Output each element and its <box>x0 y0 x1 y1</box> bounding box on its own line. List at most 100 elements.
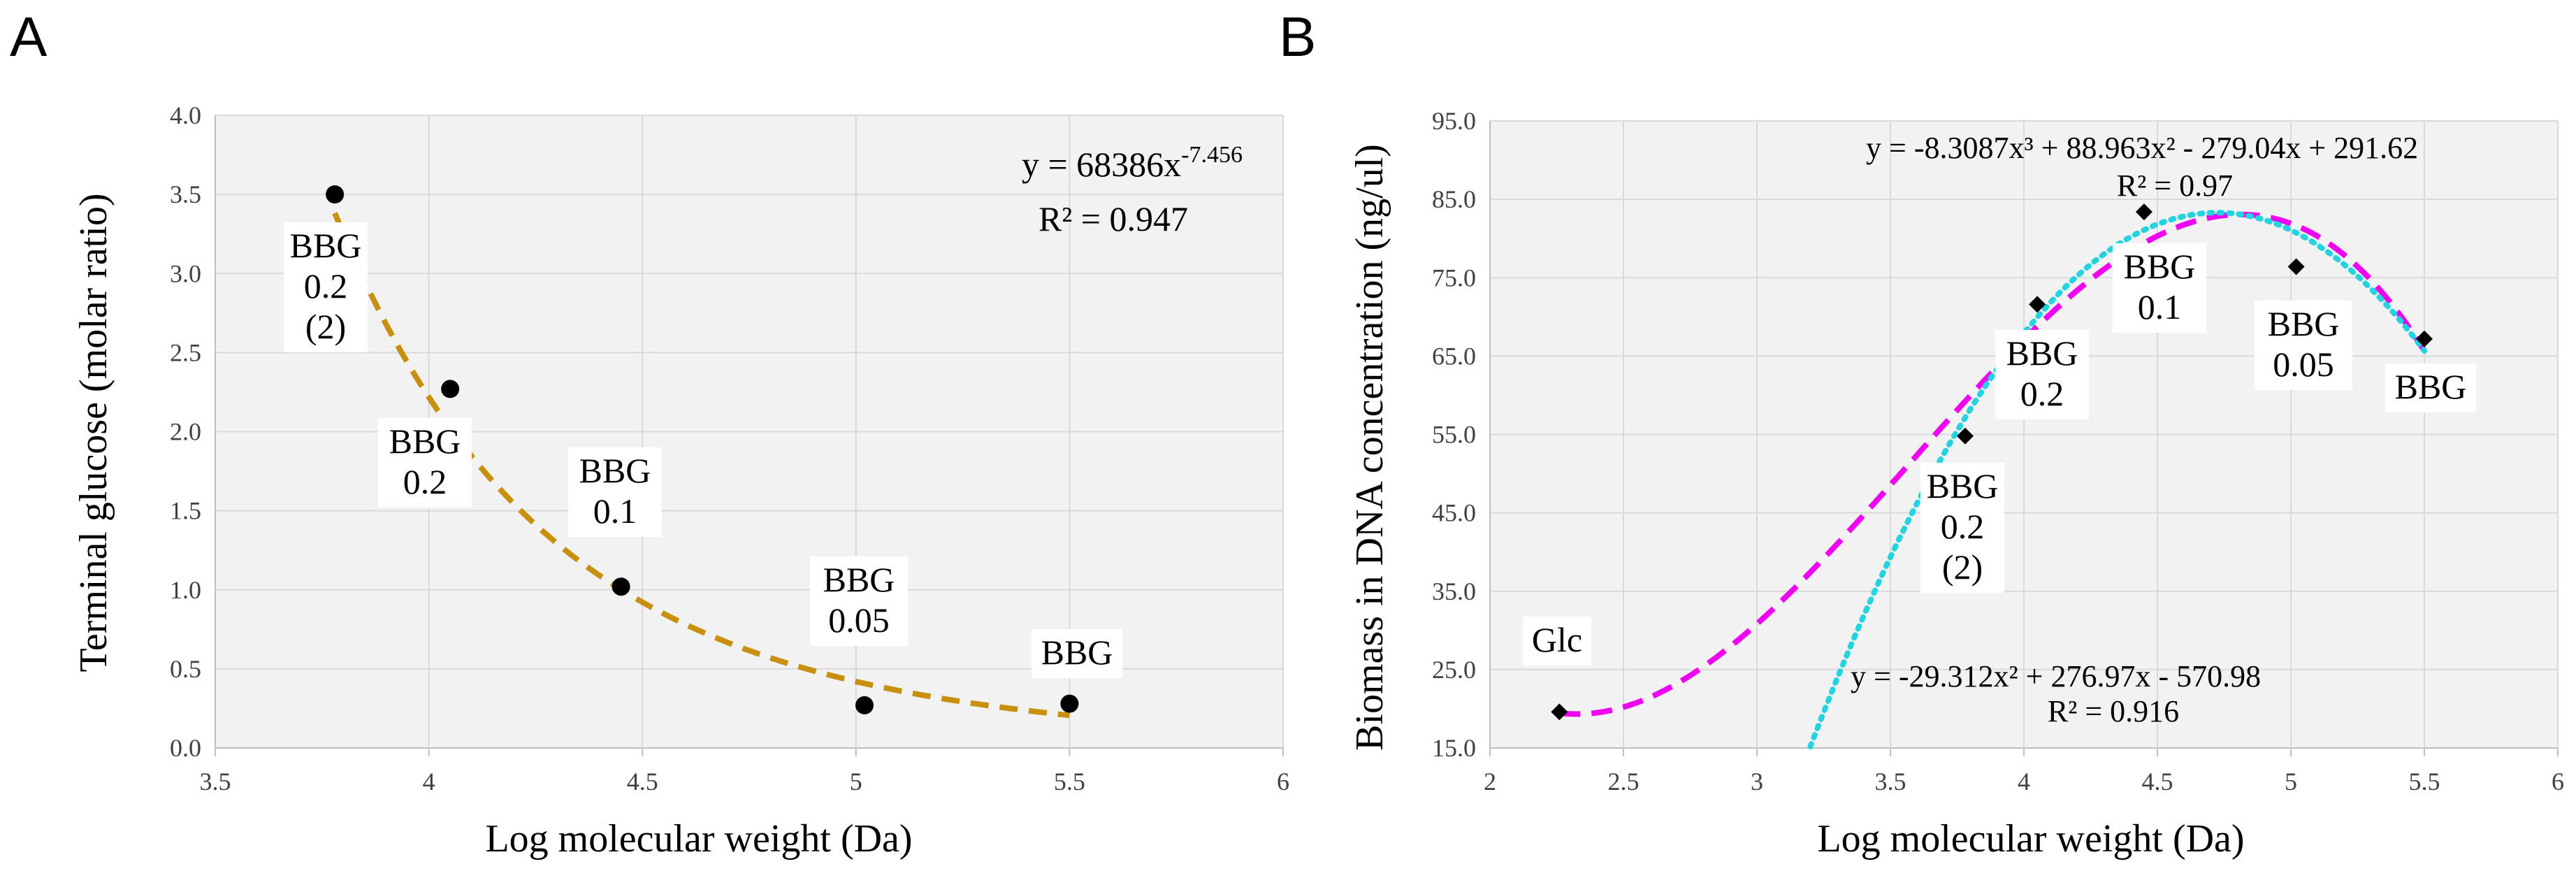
point-label-text: BBG <box>290 226 362 265</box>
x-tick-label: 5.5 <box>2409 768 2440 796</box>
point-label-text: BBG <box>2124 247 2196 286</box>
panel-a-power-trendline <box>332 212 1070 719</box>
data-point <box>612 577 630 596</box>
point-label-text: BBG <box>1927 466 1999 505</box>
y-tick-label: 4.0 <box>170 101 201 129</box>
panel-a-letter: A <box>10 6 48 68</box>
panel-b-x-ticks: 2 2.5 3 3.5 4 4.5 5 5.5 6 <box>1484 768 2564 796</box>
point-label: BBG <box>2385 363 2476 412</box>
y-tick-label: 65.0 <box>1432 342 1476 370</box>
point-label-text: BBG <box>2006 333 2078 373</box>
x-tick-label: 2.5 <box>1608 768 1640 796</box>
point-label: Glc <box>1523 617 1591 665</box>
x-tick-label: 6 <box>2552 768 2564 796</box>
panel-b-y-ticks: 15.0 25.0 35.0 45.0 55.0 65.0 75.0 85.0 95.0 <box>1432 107 1476 762</box>
y-tick-label: 2.0 <box>170 418 201 446</box>
x-tick-label: 6 <box>1277 768 1289 796</box>
panel-b-quadratic-equation: y = -29.312x² + 276.97x - 570.98 <box>1851 659 2261 693</box>
point-label-text: Glc <box>1532 620 1582 659</box>
point-label-box <box>1920 463 2004 593</box>
point-label-text: 0.05 <box>828 600 890 640</box>
panel-b-x-axis-title: Log molecular weight (Da) <box>1817 817 2244 861</box>
panel-b-chart: B 15.0 25.0 35.0 45.0 55.0 65.0 75.0 85.0 95.0 2… <box>1279 6 2564 861</box>
point-label-box <box>1523 617 1591 665</box>
x-tick-label: 4.5 <box>627 768 658 796</box>
y-tick-label: 0.5 <box>170 655 201 683</box>
point-label-text: BBG <box>1041 633 1113 672</box>
panel-b-quadratic-r-squared: R² = 0.916 <box>2048 694 2179 728</box>
point-label: BBG <box>1032 629 1122 678</box>
y-tick-label: 35.0 <box>1432 577 1476 605</box>
panel-b-letter: B <box>1279 6 1316 68</box>
point-label-box <box>810 556 908 646</box>
data-point <box>2287 258 2305 275</box>
panel-b-cubic-equation: y = -8.3087x³ + 88.963x² - 279.04x + 291… <box>1866 131 2418 165</box>
panel-a-r-squared: R² = 0.947 <box>1039 199 1188 238</box>
point-label-text: 0.05 <box>2273 345 2334 384</box>
y-tick-label: 3.0 <box>170 259 201 287</box>
data-point <box>2416 330 2433 347</box>
x-tick-label: 4.5 <box>2142 768 2173 796</box>
panel-a-gridlines <box>215 115 1284 756</box>
data-point <box>1551 703 1568 721</box>
x-tick-label: 3.5 <box>200 768 231 796</box>
x-tick-label: 5 <box>2285 768 2297 796</box>
x-tick-label: 3 <box>1751 768 1763 796</box>
panel-b-gridlines <box>1489 120 2559 756</box>
panel-a-equation: y = 68386x-7.456 <box>1022 142 1243 184</box>
point-label-box <box>378 418 472 508</box>
y-tick-label: 1.0 <box>170 576 201 604</box>
data-point <box>2135 203 2152 221</box>
data-point <box>1956 427 1974 445</box>
x-tick-label: 5 <box>850 768 862 796</box>
point-label-box <box>1995 330 2089 419</box>
data-point <box>441 380 460 398</box>
panel-a-y-axis-title: Terminal glucose (molar ratio) <box>72 194 115 672</box>
point-label-box <box>2385 363 2476 412</box>
data-point <box>855 696 874 714</box>
point-label-text: (2) <box>1942 547 1983 586</box>
panel-a-x-axis-title: Log molecular weight (Da) <box>485 817 912 861</box>
y-tick-label: 15.0 <box>1432 734 1476 762</box>
point-label-text: BBG <box>2268 304 2340 343</box>
y-tick-label: 0.0 <box>170 734 201 762</box>
y-tick-label: 55.0 <box>1432 421 1476 449</box>
panel-a-y-ticks: 0.0 0.5 1.0 1.5 2.0 2.5 3.0 3.5 4.0 <box>170 101 201 762</box>
panel-a-x-ticks: 3.5 4 4.5 5 5.5 6 <box>200 768 1290 796</box>
y-tick-label: 1.5 <box>170 497 201 525</box>
point-label-text: BBG <box>2395 367 2467 406</box>
panel-a-points <box>326 185 1079 714</box>
y-tick-label: 45.0 <box>1432 499 1476 527</box>
point-label-text: (2) <box>305 307 346 346</box>
x-tick-label: 4 <box>423 768 435 796</box>
point-label-text: 0.1 <box>2138 287 2182 326</box>
x-tick-label: 2 <box>1484 768 1496 796</box>
point-label-text: BBG <box>823 560 895 599</box>
point-label-box <box>568 447 662 537</box>
panel-b-cubic-r-squared: R² = 0.97 <box>2117 168 2233 203</box>
y-tick-label: 95.0 <box>1432 107 1476 135</box>
y-tick-label: 3.5 <box>170 180 201 208</box>
point-label-text: BBG <box>579 451 651 490</box>
x-tick-label: 3.5 <box>1875 768 1906 796</box>
point-label-text: 0.2 <box>304 266 348 305</box>
x-tick-label: 5.5 <box>1054 768 1085 796</box>
y-tick-label: 85.0 <box>1432 185 1476 213</box>
y-tick-label: 75.0 <box>1432 264 1476 291</box>
point-label-box <box>2113 243 2206 333</box>
panel-b-points <box>1551 203 2433 721</box>
data-point <box>326 185 345 204</box>
y-tick-label: 2.5 <box>170 338 201 366</box>
data-point <box>2029 296 2046 313</box>
